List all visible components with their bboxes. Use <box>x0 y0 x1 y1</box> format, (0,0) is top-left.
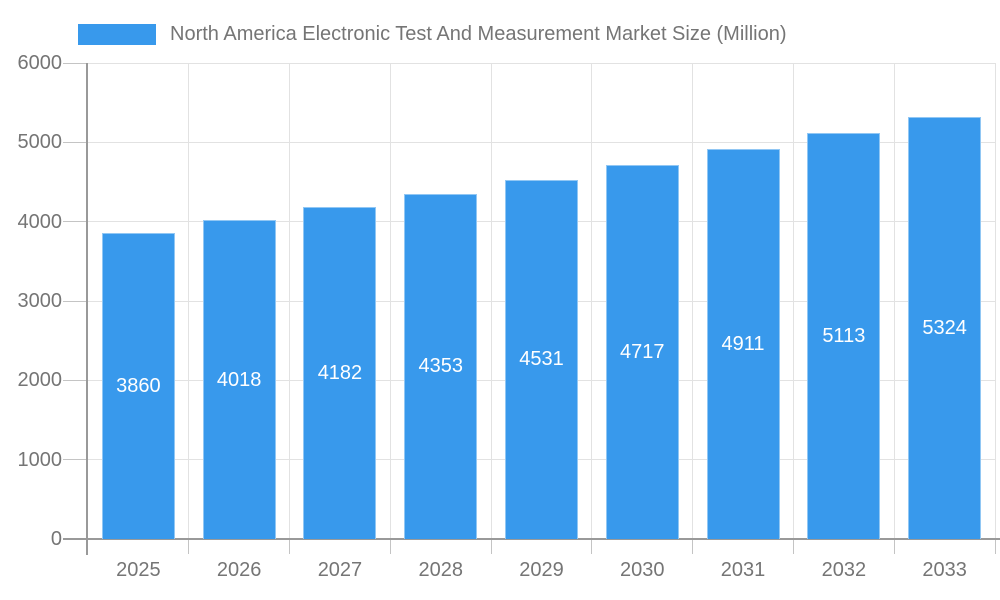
x-tick-mark <box>792 540 794 554</box>
y-tick-mark <box>63 459 88 461</box>
bar-value-label: 4717 <box>620 340 665 363</box>
y-gridline <box>88 141 995 143</box>
x-tick-mark <box>490 540 492 554</box>
bar-value-label: 3860 <box>116 374 161 397</box>
bar[interactable] <box>202 220 276 539</box>
x-gridline <box>994 63 996 539</box>
bar-value-label: 4353 <box>418 355 463 378</box>
x-axis-tick-label: 2025 <box>116 559 161 581</box>
x-axis-tick-label: 2032 <box>821 559 867 581</box>
x-gridline <box>289 63 291 539</box>
x-gridline <box>792 63 794 539</box>
x-axis-tick-label: 2027 <box>317 559 363 581</box>
x-gridline <box>490 63 492 539</box>
y-tick-mark <box>63 221 88 223</box>
bar-value-label: 5324 <box>922 316 967 339</box>
bar-value-label: 4911 <box>721 333 765 356</box>
y-axis-tick-label: 5000 <box>17 131 63 154</box>
y-axis-tick-label: 1000 <box>17 448 63 471</box>
x-axis-tick-label: 2026 <box>216 559 262 581</box>
legend-swatch-icon <box>78 23 156 45</box>
y-tick-mark <box>63 141 88 143</box>
y-axis-tick-label: 6000 <box>17 52 63 74</box>
y-axis-tick-label: 3000 <box>17 290 63 312</box>
x-axis-tick-label: 2033 <box>922 559 967 581</box>
bar[interactable] <box>404 193 478 539</box>
x-gridline <box>188 63 190 539</box>
x-gridline <box>893 63 895 539</box>
x-tick-mark <box>692 540 694 554</box>
y-axis-line <box>86 63 88 555</box>
y-axis-tick-label: 0 <box>50 528 62 550</box>
x-tick-mark <box>188 540 190 554</box>
x-axis-tick-label: 2030 <box>620 559 665 581</box>
bar-value-label: 4018 <box>216 368 262 391</box>
x-tick-mark <box>893 540 895 554</box>
legend-item[interactable]: North America Electronic Test And Measur… <box>78 22 787 46</box>
y-tick-mark <box>63 379 88 381</box>
x-gridline <box>591 63 593 539</box>
x-tick-mark <box>389 540 391 554</box>
x-axis-tick-label: 2031 <box>720 559 766 581</box>
legend-label: North America Electronic Test And Measur… <box>170 23 787 45</box>
bar-value-label: 5113 <box>822 325 866 348</box>
y-axis-tick-label: 4000 <box>17 210 63 233</box>
bar[interactable] <box>807 133 881 539</box>
bar[interactable] <box>706 149 780 539</box>
x-tick-mark <box>994 540 996 554</box>
x-axis-line <box>63 538 1000 540</box>
x-gridline <box>389 63 391 539</box>
bar[interactable] <box>101 232 175 539</box>
y-tick-mark <box>63 300 88 302</box>
bar-value-label: 4531 <box>519 348 564 371</box>
y-gridline <box>88 62 995 64</box>
y-tick-mark <box>63 62 88 64</box>
bar[interactable] <box>505 179 578 539</box>
x-axis-tick-label: 2029 <box>519 559 564 581</box>
x-tick-mark <box>289 540 291 554</box>
y-axis-tick-label: 2000 <box>17 369 63 392</box>
bar[interactable] <box>908 116 982 539</box>
bar[interactable] <box>303 207 377 539</box>
x-axis-tick-label: 2028 <box>418 559 463 581</box>
bar-value-label: 4182 <box>317 362 363 385</box>
bar[interactable] <box>605 164 679 539</box>
x-gridline <box>692 63 694 539</box>
x-tick-mark <box>591 540 593 554</box>
